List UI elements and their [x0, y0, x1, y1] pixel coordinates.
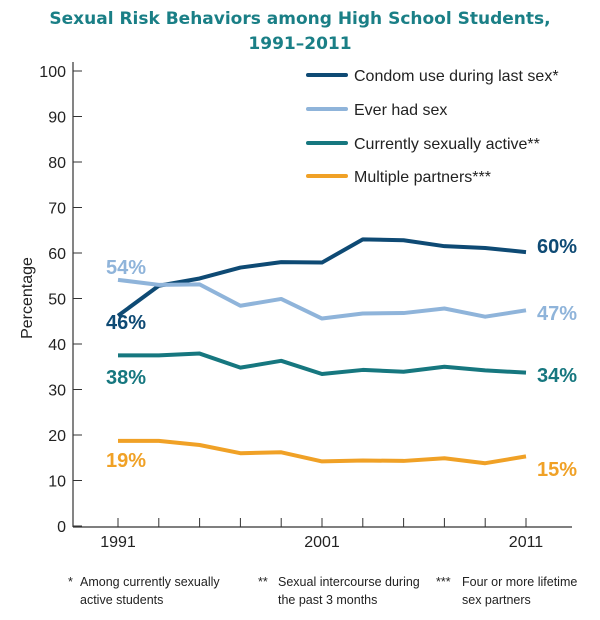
y-tick-label: 90	[48, 110, 66, 127]
start-value-label: 54%	[106, 257, 146, 279]
y-tick-label: 70	[48, 201, 66, 218]
end-value-label: 47%	[537, 303, 577, 325]
series-line-4	[118, 438, 527, 466]
chart-title-line-2: 1991–2011	[248, 34, 351, 54]
end-value-label: 60%	[537, 236, 577, 258]
start-value-label: 46%	[106, 312, 146, 334]
y-axis-label: Percentage	[19, 257, 36, 339]
y-tick-label: 40	[48, 337, 66, 354]
footnote-text: Sexual intercourse during	[278, 575, 420, 589]
legend-label: Condom use during last sex*	[354, 68, 559, 85]
series-line-3	[118, 351, 527, 377]
x-tick-label: 1991	[100, 534, 136, 551]
footnote-mark: ***	[436, 575, 451, 589]
y-tick-label: 80	[48, 155, 66, 172]
footnote-text: Among currently sexually	[80, 575, 220, 589]
footnote-text: active students	[80, 593, 163, 607]
footnote-text: Four or more lifetime	[462, 575, 577, 589]
start-value-label: 38%	[106, 367, 146, 389]
legend-label: Multiple partners***	[354, 169, 491, 186]
footnote-mark: *	[68, 575, 73, 589]
series-line-2	[117, 277, 527, 321]
y-tick-label: 20	[48, 428, 66, 445]
start-value-label: 19%	[106, 450, 146, 472]
footnote-mark: **	[258, 575, 268, 589]
y-tick-label: 60	[48, 246, 66, 263]
footnote-text: sex partners	[462, 593, 531, 607]
y-tick-label: 0	[57, 519, 66, 536]
footnote-text: the past 3 months	[278, 593, 377, 607]
y-tick-label: 100	[39, 64, 66, 81]
y-tick-label: 10	[48, 474, 66, 491]
chart-title-line-1: Sexual Risk Behaviors among High School …	[49, 9, 550, 29]
legend-label: Currently sexually active**	[354, 136, 540, 153]
series-line-1	[116, 237, 527, 318]
y-tick-label: 50	[48, 292, 66, 309]
end-value-label: 15%	[537, 459, 577, 481]
y-tick-label: 30	[48, 383, 66, 400]
legend-label: Ever had sex	[354, 102, 447, 119]
x-tick-label: 2001	[304, 534, 340, 551]
end-value-label: 34%	[537, 365, 577, 387]
x-tick-label: 2011	[509, 534, 544, 551]
